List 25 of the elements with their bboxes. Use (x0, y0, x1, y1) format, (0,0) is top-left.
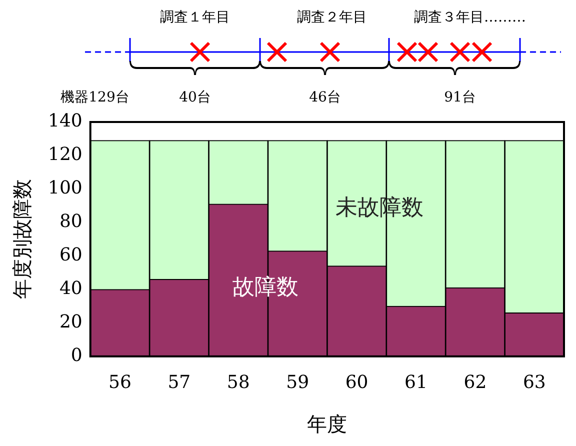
y-tick-label: 20 (59, 312, 82, 333)
x-tick-label: 56 (108, 372, 132, 393)
y-tick-label: 0 (70, 345, 82, 366)
x-tick-label: 59 (286, 372, 310, 393)
text: 調査２年目 (297, 10, 367, 26)
y-tick-label: 40 (59, 278, 82, 300)
x-tick-label: 58 (226, 372, 250, 393)
y-tick-label: 80 (59, 211, 82, 232)
text: 40台 (179, 90, 211, 106)
text: 46台 (309, 90, 341, 106)
y-axis-title: 年度別故障数 (10, 179, 34, 300)
x-axis-title: 年度 (307, 412, 348, 436)
y-tick-label: 120 (48, 144, 82, 166)
x-tick-label: 60 (345, 372, 368, 393)
x-tick-label: 57 (168, 372, 191, 393)
text: 機器129台 (60, 90, 130, 106)
y-tick-label: 60 (59, 244, 82, 266)
text: 調査３年目……… (414, 10, 526, 26)
text: 調査１年目 (160, 10, 230, 26)
text: 91台 (444, 90, 476, 106)
y-tick-label: 140 (48, 110, 82, 132)
y-tick-label: 100 (48, 178, 82, 199)
x-tick-label: 61 (404, 372, 428, 393)
x-tick-label: 62 (464, 372, 487, 393)
x-tick-label: 63 (522, 372, 546, 393)
